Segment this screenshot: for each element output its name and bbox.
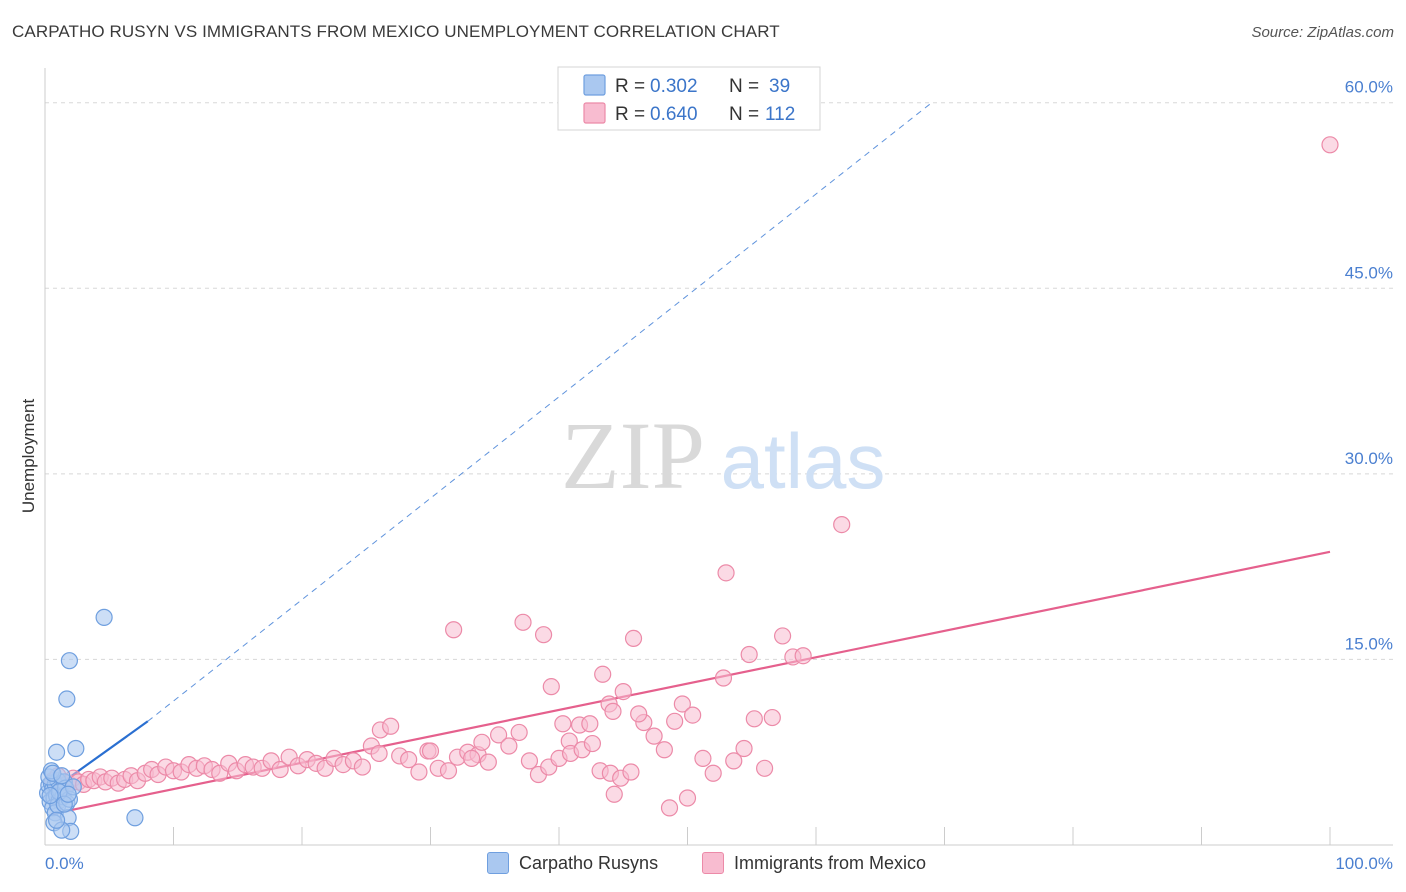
data-point-carpatho	[53, 767, 71, 785]
data-point-carpatho	[47, 743, 66, 761]
data-point-mexico	[473, 733, 491, 751]
data-point-mexico	[510, 723, 528, 742]
data-point-mexico	[583, 734, 602, 753]
data-point-mexico	[660, 799, 679, 817]
data-point-mexico	[655, 741, 673, 759]
legend-n-label: N =	[729, 104, 759, 125]
series-carpatho-rusyns	[38, 608, 144, 840]
data-point-mexico	[542, 678, 560, 696]
legend-r-label: R =	[615, 76, 645, 97]
y-tick-label: 45.0%	[1345, 263, 1393, 282]
tick-labels: 15.0% 30.0% 45.0% 60.0% 0.0% 100.0%	[45, 78, 1393, 873]
bottom-legend-item-immigrants-from-mexico[interactable]: Immigrants from Mexico	[702, 852, 926, 874]
grid-layer	[45, 102, 1393, 660]
data-point-mexico	[614, 682, 632, 701]
data-point-mexico	[714, 669, 733, 687]
legend-n-label: N =	[729, 76, 759, 97]
data-point-mexico	[1321, 136, 1339, 154]
data-point-carpatho	[126, 809, 144, 827]
data-point-mexico	[353, 758, 371, 776]
data-point-mexico	[534, 626, 553, 644]
data-point-mexico	[604, 702, 622, 720]
data-point-mexico	[717, 564, 735, 582]
data-point-mexico	[410, 763, 428, 781]
data-point-mexico	[630, 705, 648, 723]
x-tick-label: 0.0%	[45, 854, 84, 873]
legend-swatch-pink	[583, 102, 606, 124]
bottom-legend: Carpatho Rusyns Immigrants from Mexico	[0, 850, 1406, 880]
chart-title: CARPATHO RUSYN VS IMMIGRANTS FROM MEXICO…	[12, 22, 780, 41]
watermark-atlas: atlas	[721, 417, 886, 505]
data-point-mexico	[400, 751, 418, 769]
bottom-legend-label: Carpatho Rusyns	[519, 852, 659, 873]
legend: R = 0.302 N = 39 R = 0.640 N = 112	[557, 66, 821, 131]
legend-swatch-blue	[487, 852, 509, 874]
data-point-mexico	[673, 695, 691, 713]
legend-n-value: 39	[769, 76, 790, 97]
y-tick-label: 60.0%	[1345, 78, 1393, 97]
data-point-carpatho	[67, 739, 85, 758]
data-point-mexico	[463, 749, 481, 768]
data-point-carpatho	[60, 652, 79, 670]
y-tick-label: 30.0%	[1345, 449, 1393, 468]
y-tick-label: 15.0%	[1345, 634, 1393, 653]
data-point-mexico	[735, 739, 753, 758]
legend-swatch-blue	[583, 74, 606, 96]
y-axis-label: Unemployment	[19, 399, 38, 514]
data-point-carpatho	[58, 690, 76, 708]
data-point-mexico	[666, 712, 684, 730]
data-point-mexico	[490, 726, 508, 744]
data-point-mexico	[725, 752, 743, 770]
bottom-legend-item-carpatho-rusyns[interactable]: Carpatho Rusyns	[487, 852, 658, 874]
data-point-carpatho	[95, 608, 113, 626]
legend-r-value: 0.640	[650, 104, 698, 125]
data-point-mexico	[445, 621, 463, 639]
data-point-mexico	[605, 785, 623, 803]
data-point-mexico	[421, 742, 440, 760]
data-point-mexico	[581, 715, 599, 733]
data-point-mexico	[763, 708, 781, 727]
data-point-mexico	[704, 764, 722, 782]
data-point-mexico	[370, 744, 388, 763]
data-point-mexico	[745, 710, 763, 728]
data-point-mexico	[514, 613, 532, 631]
data-point-carpatho	[41, 786, 59, 805]
axis-layer	[44, 68, 1393, 846]
legend-n-value: 112	[765, 104, 795, 125]
series-immigrants-from-mexico	[44, 136, 1339, 817]
data-point-mexico	[554, 715, 572, 733]
data-point-mexico	[622, 763, 640, 781]
data-point-mexico	[624, 629, 643, 648]
data-point-mexico	[439, 762, 458, 780]
bottom-legend-label: Immigrants from Mexico	[734, 852, 927, 873]
data-point-mexico	[500, 737, 518, 755]
data-point-mexico	[645, 727, 663, 745]
data-point-carpatho	[47, 811, 66, 829]
data-point-carpatho	[59, 785, 77, 803]
data-point-mexico	[594, 665, 612, 683]
data-point-mexico	[694, 749, 712, 768]
data-point-mexico	[479, 753, 497, 771]
data-point-mexico	[755, 759, 774, 777]
data-point-mexico	[773, 627, 792, 645]
source-label: Source: ZipAtlas.com	[1251, 24, 1394, 41]
legend-r-label: R =	[615, 104, 645, 125]
data-point-mexico	[833, 515, 851, 534]
legend-swatch-pink	[702, 852, 724, 874]
data-point-mexico	[684, 706, 702, 724]
legend-r-value: 0.302	[650, 76, 698, 97]
data-point-mexico	[520, 752, 539, 770]
data-point-mexico	[382, 717, 400, 735]
watermark: ZIP atlas	[561, 402, 885, 509]
data-point-mexico	[271, 760, 289, 779]
data-point-mexico	[740, 645, 758, 664]
carpatho-trend-extension	[147, 102, 932, 722]
watermark-zip: ZIP	[561, 402, 705, 509]
x-tick-label: 100.0%	[1335, 854, 1393, 873]
data-point-mexico	[794, 647, 812, 665]
data-point-mexico	[678, 789, 697, 807]
